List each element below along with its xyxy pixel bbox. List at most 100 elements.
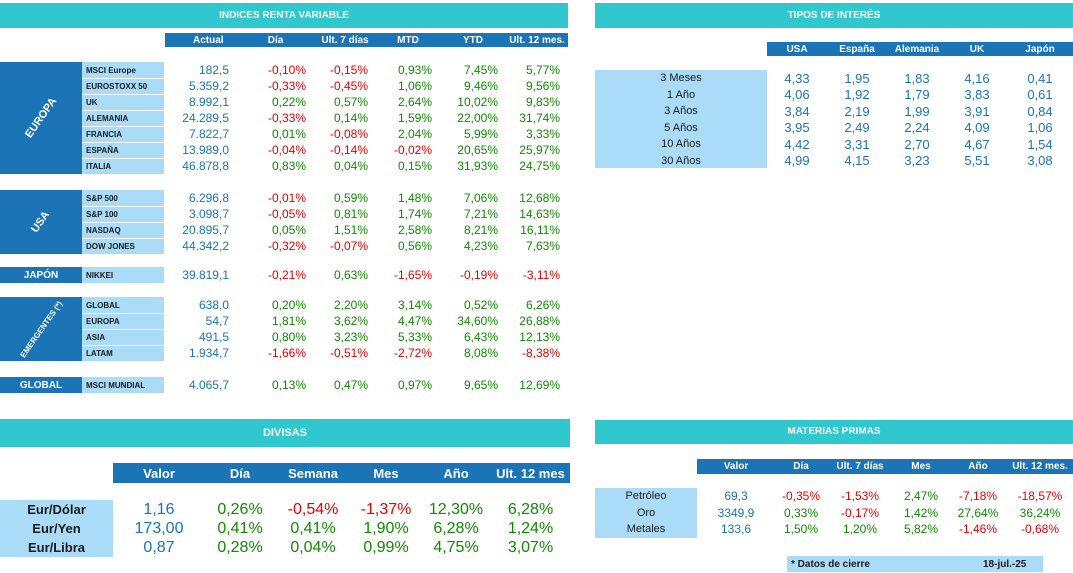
- index-change: 10,02%: [457, 95, 498, 109]
- rate-value: 3,95: [784, 120, 810, 136]
- table-row: FRANCIA 7.822,7 0,01% -0,08% 2,04% 5,99% 3,33%: [82, 126, 568, 142]
- region-band: [82, 377, 164, 393]
- index-value: 46.878,8: [182, 159, 229, 173]
- index-change: -0,21%: [267, 268, 306, 282]
- index-change: 0,59%: [333, 191, 368, 205]
- index-change: 22,00%: [457, 111, 498, 125]
- currency-change: -1,37%: [360, 500, 412, 518]
- index-change: 5,99%: [463, 127, 498, 141]
- index-change: 7,45%: [463, 63, 498, 77]
- currencies-col-ano: Año: [443, 465, 469, 481]
- index-change: 9,65%: [463, 378, 498, 392]
- equities-col-mtd: MTD: [397, 34, 419, 46]
- region-label: GLOBAL: [19, 379, 63, 391]
- currencies-col-dia: Día: [229, 465, 251, 481]
- rates-col-uk: UK: [969, 43, 985, 55]
- index-change: 0,04%: [333, 159, 368, 173]
- index-name: FRANCIA: [86, 129, 122, 139]
- index-name: UK: [86, 97, 98, 107]
- rate-value: 4,09: [964, 120, 990, 136]
- commodity-change: 1,42%: [903, 505, 939, 520]
- commodity-change: -1,53%: [840, 489, 880, 504]
- index-value: 13.989,0: [182, 143, 229, 157]
- rate-value: 5,51: [964, 153, 990, 169]
- index-change: 2,64%: [397, 95, 432, 109]
- index-change: -0,33%: [267, 79, 306, 93]
- index-name: DOW JONES: [86, 241, 135, 251]
- index-change: 12,13%: [519, 330, 560, 344]
- index-change: 9,46%: [463, 79, 498, 93]
- index-change: 8,21%: [463, 223, 498, 237]
- index-change: 0,57%: [333, 95, 368, 109]
- index-name: EUROPA: [86, 316, 120, 326]
- index-change: 5,33%: [397, 330, 432, 344]
- currency-change: 0,99%: [363, 538, 409, 556]
- table-row: NASDAQ 20.895,7 0,05% 1,51% 2,58% 8,21% 16,11%: [82, 222, 568, 238]
- index-change: 0,47%: [333, 378, 368, 392]
- index-name: S&P 100: [86, 209, 118, 219]
- index-change: -1,65%: [393, 268, 432, 282]
- index-value: 3.098,7: [188, 207, 229, 221]
- currency-change: 0,41%: [290, 519, 336, 537]
- index-change: 0,80%: [271, 330, 306, 344]
- index-change: -0,07%: [329, 239, 368, 253]
- row-separator: [82, 206, 164, 207]
- index-value: 8.992,1: [188, 95, 229, 109]
- commodity-value: 69,3: [724, 489, 748, 504]
- rate-value: 4,06: [784, 87, 810, 103]
- equities-header: Actual Día Ult. 7 días MTD YTD Ult. 12 m…: [165, 33, 568, 47]
- index-name: MSCI MUNDIAL: [86, 380, 146, 390]
- index-change: -0,45%: [329, 79, 368, 93]
- commodity-value: 133,6: [720, 522, 752, 537]
- table-row: 30 Años 4,99 4,15 3,23 5,51 3,08: [595, 153, 1073, 170]
- index-change: 0,15%: [397, 159, 432, 173]
- index-change: 20,65%: [457, 143, 498, 157]
- table-row: ESPAÑA 13.989,0 -0,04% -0,14% -0,02% 20,65% 25…: [82, 142, 568, 158]
- rate-value: 3,31: [844, 136, 870, 152]
- rates-col-espana: España: [839, 43, 875, 55]
- region-usa: USA: [0, 190, 82, 254]
- index-value: 5.359,2: [188, 79, 229, 93]
- commodities-col-dia: Día: [793, 461, 809, 472]
- equities-col-actual: Actual: [193, 34, 224, 46]
- index-change: 25,97%: [519, 143, 560, 157]
- index-change: 3,33%: [525, 127, 560, 141]
- rate-value: 1,06: [1027, 120, 1053, 136]
- table-row: 5 Años 3,95 2,49 2,24 4,09 1,06: [595, 120, 1073, 137]
- table-row: ITALIA 46.878,8 0,83% 0,04% 0,15% 31,93% 24,75…: [82, 158, 568, 174]
- index-change: 16,11%: [520, 223, 560, 237]
- index-change: 0,05%: [271, 223, 306, 237]
- rate-value: 4,67: [964, 136, 990, 152]
- index-name: ITALIA: [86, 161, 112, 171]
- region-label: USA: [29, 209, 53, 235]
- commodities-label-band: [595, 488, 697, 538]
- currency-pair: Eur/Yen: [32, 521, 81, 536]
- index-change: 7,63%: [525, 239, 560, 253]
- index-change: -0,19%: [459, 268, 498, 282]
- rate-value: 1,92: [844, 87, 870, 103]
- table-row: EUROSTOXX 50 5.359,2 -0,33% -0,45% 1,06% 9,46…: [82, 78, 568, 94]
- index-name: GLOBAL: [86, 300, 120, 310]
- currency-change: 6,28%: [433, 519, 479, 537]
- index-change: -1,66%: [267, 346, 306, 360]
- rate-value: 0,61: [1027, 87, 1053, 103]
- index-change: 0,97%: [397, 378, 432, 392]
- index-change: 7,21%: [463, 207, 498, 221]
- table-row: Metales 133,6 1,50% 1,20% 5,82% -1,46% -0,68%: [595, 521, 1073, 538]
- rate-value: 4,99: [784, 153, 810, 169]
- index-value: 4.065,7: [188, 378, 229, 392]
- index-change: -0,05%: [267, 207, 306, 221]
- commodity-change: 36,24%: [1019, 505, 1061, 520]
- index-change: -8,38%: [521, 346, 560, 360]
- commodity-change: -0,35%: [781, 489, 821, 504]
- index-value: 54,7: [205, 314, 229, 328]
- commodity-change: -18,57%: [1017, 489, 1063, 504]
- index-change: 1,59%: [397, 111, 432, 125]
- index-change: 1,06%: [397, 79, 432, 93]
- commodity-change: 1,50%: [783, 522, 819, 537]
- index-change: 0,81%: [333, 207, 368, 221]
- rate-value: 0,41: [1027, 70, 1053, 86]
- currency-change: 0,04%: [290, 538, 336, 556]
- currencies-header: Valor Día Semana Mes Año Ult. 12 mes: [113, 463, 570, 483]
- index-value: 39.819,1: [182, 268, 229, 282]
